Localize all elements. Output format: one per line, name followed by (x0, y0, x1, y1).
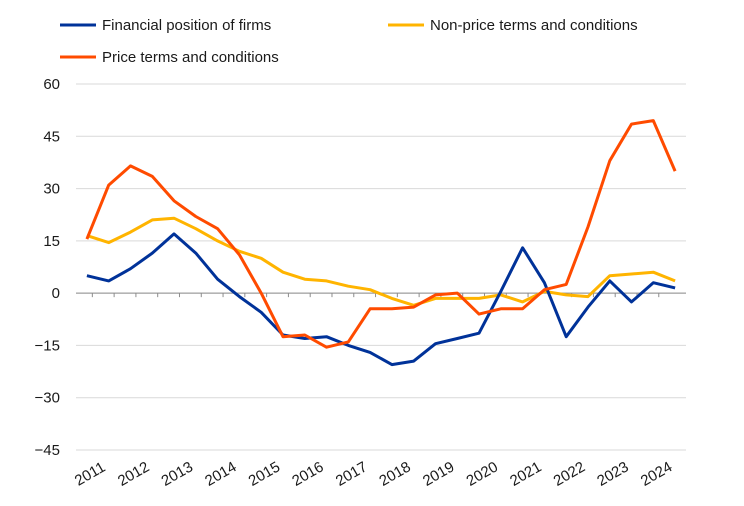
series-line-2 (85, 119, 677, 349)
x-tick-label: 2016 (289, 458, 326, 489)
y-tick-label: −45 (35, 442, 60, 459)
y-tick-label: −30 (35, 390, 60, 407)
y-tick-label: −15 (35, 337, 60, 354)
x-tick-label: 2015 (246, 458, 283, 489)
legend-label: Non-price terms and conditions (430, 17, 638, 34)
x-tick-label: 2012 (115, 458, 152, 489)
y-tick-label: 30 (43, 181, 60, 198)
x-tick-label: 2018 (376, 458, 413, 489)
x-tick-label: 2017 (333, 458, 370, 489)
x-tick-label: 2014 (202, 458, 239, 489)
y-axis: 60 45 30 15 0 −15 −30 −45 (35, 76, 60, 459)
x-tick-label: 2021 (507, 458, 544, 489)
x-tick-label: 2019 (420, 458, 457, 489)
x-tick-label: 2013 (159, 458, 196, 489)
legend-label: Price terms and conditions (102, 49, 279, 66)
x-tick-label: 2024 (638, 458, 675, 489)
x-tick-label: 2011 (72, 459, 108, 490)
y-tick-label: 0 (52, 285, 60, 302)
gridlines (76, 83, 686, 451)
x-axis: 2011 2012 2013 2014 2015 2016 2017 2018 2019 2020… (72, 292, 686, 490)
x-tick-label: 2020 (464, 458, 501, 489)
y-tick-label: 60 (43, 76, 60, 93)
x-tick-label: 2023 (594, 458, 631, 489)
series-line-0 (86, 232, 676, 367)
legend-label: Financial position of firms (102, 17, 271, 34)
legend: Financial position of firms Non-price ter… (60, 17, 638, 66)
series-line-1 (86, 216, 676, 307)
y-tick-label: 45 (43, 128, 60, 145)
x-tick-label: 2022 (551, 458, 588, 489)
y-tick-label: 15 (43, 233, 60, 250)
series-lines (85, 119, 677, 367)
